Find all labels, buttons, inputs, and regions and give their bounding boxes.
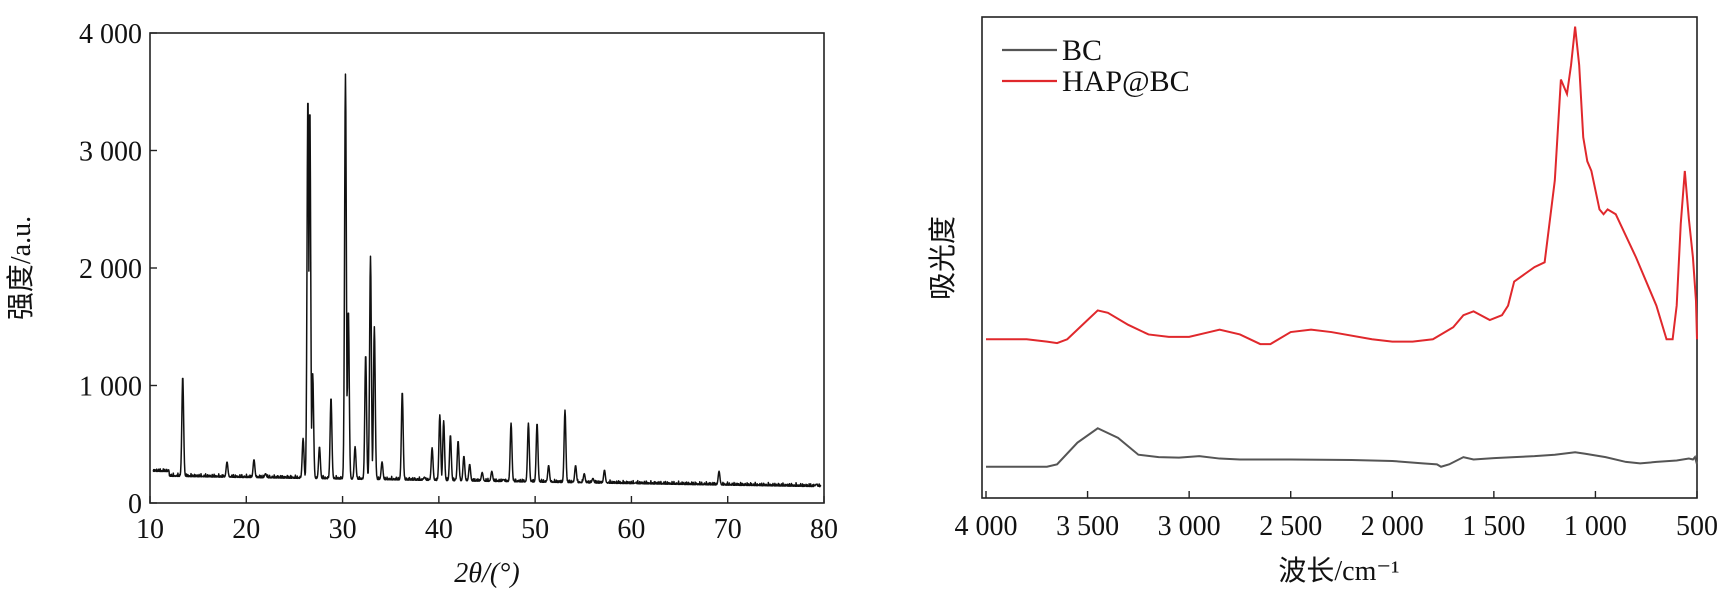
ftir-x-tick-label: 3 000	[1158, 511, 1221, 542]
xrd-y-tick-label: 4 000	[79, 19, 142, 50]
ftir-x-ticks: 4 000 3 500 3 000 2 500 2 000 1 500 1 000 500	[955, 491, 1718, 542]
xrd-y-tick-label: 0	[128, 489, 142, 520]
ftir-x-tick-label: 1 000	[1564, 511, 1627, 542]
xrd-y-axis-label: 强度/a.u.	[5, 216, 37, 320]
xrd-x-ticks: 10 20 30 40 50 60 70 80	[136, 496, 838, 545]
xrd-x-tick-label: 10	[136, 514, 164, 545]
xrd-x-axis-label: 2θ/(°)	[454, 558, 519, 589]
xrd-y-tick-label: 1 000	[79, 372, 142, 403]
xrd-y-tick-label: 3 000	[79, 137, 142, 168]
ftir-x-tick-label: 3 500	[1056, 511, 1119, 542]
xrd-x-tick-label: 30	[329, 514, 357, 545]
ftir-x-tick-label: 1 500	[1462, 511, 1525, 542]
ftir-plot-frame	[981, 16, 1698, 499]
xrd-x-tick-label: 70	[714, 514, 742, 545]
ftir-series-hapbc-line	[986, 26, 1698, 346]
ftir-y-axis-label: 吸光度	[927, 216, 959, 300]
xrd-x-tick-label: 60	[617, 514, 645, 545]
ftir-legend: BC HAP@BC	[1002, 34, 1190, 98]
xrd-series-line	[152, 73, 822, 488]
xrd-y-ticks: 0 1 000 2 000 3 000 4 000	[79, 19, 157, 520]
xrd-y-tick-label: 2 000	[79, 254, 142, 285]
xrd-x-tick-label: 50	[521, 514, 549, 545]
legend-bc-label: BC	[1062, 34, 1102, 67]
xrd-x-tick-label: 20	[232, 514, 260, 545]
ftir-x-tick-label: 2 000	[1361, 511, 1424, 542]
ftir-chart: 4 000 3 500 3 000 2 500 2 000 1 500 1 000 500 B…	[927, 16, 1718, 587]
xrd-chart: 10 20 30 40 50 60 70 80 0 1 000 2 000 3 000 4 000 2…	[5, 19, 838, 589]
ftir-x-tick-label: 500	[1676, 511, 1718, 542]
legend-hapbc-label: HAP@BC	[1062, 65, 1190, 98]
xrd-plot-frame	[149, 32, 825, 504]
ftir-x-axis-label: 波长/cm⁻¹	[1278, 555, 1399, 587]
xrd-x-tick-label: 40	[425, 514, 453, 545]
ftir-series-bc-line	[986, 427, 1698, 468]
ftir-x-tick-label: 2 500	[1259, 511, 1322, 542]
xrd-x-tick-label: 80	[810, 514, 838, 545]
ftir-x-tick-label: 4 000	[955, 511, 1018, 542]
